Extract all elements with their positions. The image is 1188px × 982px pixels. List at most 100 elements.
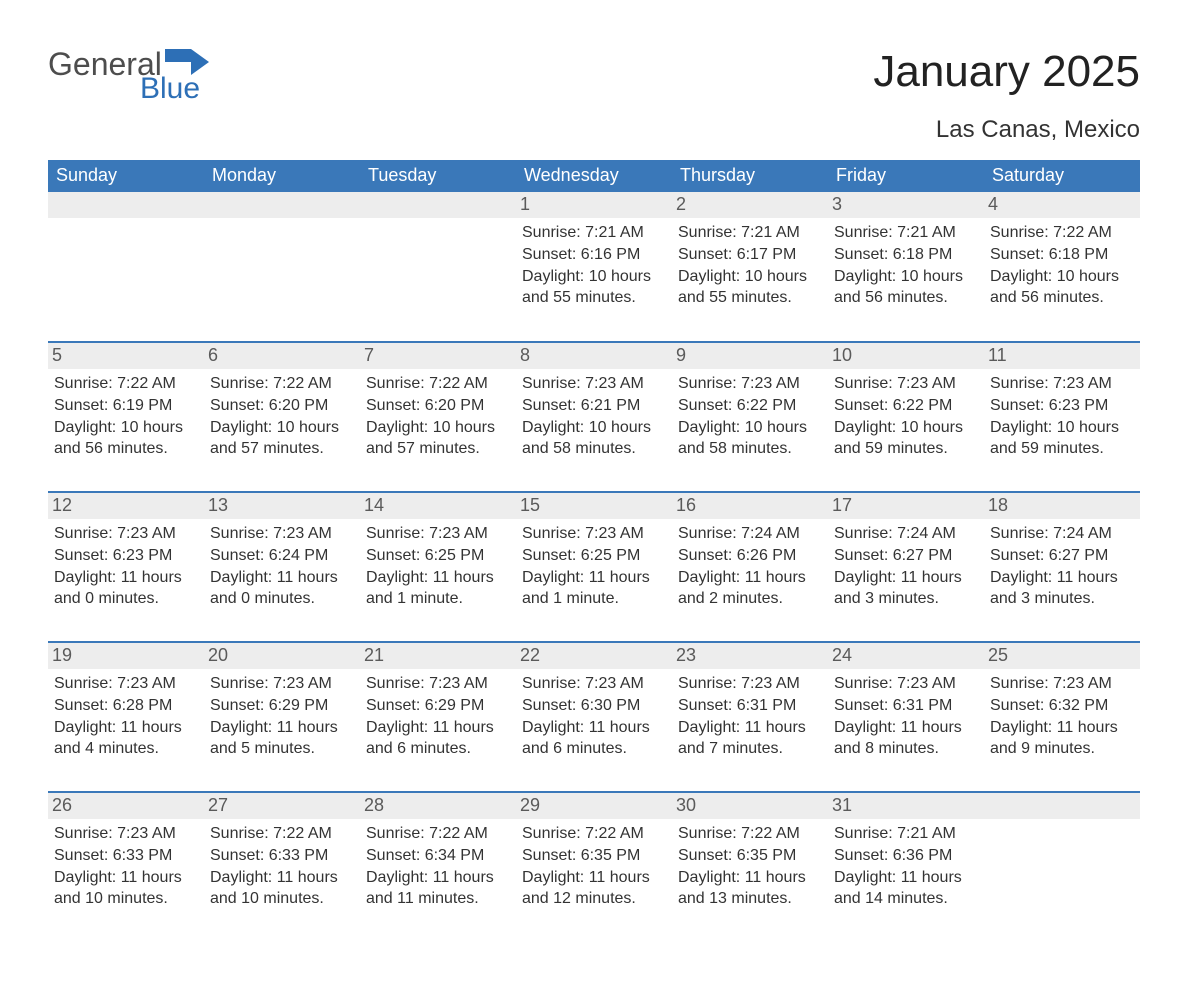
day-number [984,793,1140,819]
col-friday: Friday [828,160,984,192]
day-sunset: Sunset: 6:30 PM [522,695,666,717]
day-number: 13 [204,493,360,519]
day-number: 10 [828,343,984,369]
day-daylight2: and 55 minutes. [678,287,822,309]
day-sunset: Sunset: 6:23 PM [990,395,1134,417]
day-content: Sunrise: 7:21 AMSunset: 6:18 PMDaylight:… [832,222,980,308]
day-daylight2: and 0 minutes. [210,588,354,610]
day-sunset: Sunset: 6:36 PM [834,845,978,867]
day-sunrise: Sunrise: 7:22 AM [366,823,510,845]
day-sunrise: Sunrise: 7:23 AM [678,373,822,395]
day-number: 26 [48,793,204,819]
day-daylight2: and 14 minutes. [834,888,978,910]
day-daylight1: Daylight: 11 hours [834,567,978,589]
calendar-cell: 30 Sunrise: 7:22 AMSunset: 6:35 PMDayligh… [672,792,828,942]
calendar-cell: 3Sunrise: 7:21 AMSunset: 6:18 PMDaylight… [828,192,984,342]
day-daylight1: Daylight: 11 hours [834,717,978,739]
day-sunrise: Sunrise: 7:23 AM [366,673,510,695]
calendar-cell [48,192,204,342]
day-daylight2: and 0 minutes. [54,588,198,610]
day-daylight2: and 55 minutes. [522,287,666,309]
day-sunset: Sunset: 6:25 PM [522,545,666,567]
day-daylight1: Daylight: 11 hours [522,567,666,589]
calendar-cell: 13Sunrise: 7:23 AMSunset: 6:24 PMDayligh… [204,492,360,642]
day-content: Sunrise: 7:23 AMSunset: 6:22 PMDaylight:… [676,373,824,459]
day-daylight1: Daylight: 10 hours [522,266,666,288]
day-content: Sunrise: 7:23 AMSunset: 6:31 PMDaylight:… [676,673,824,759]
col-wednesday: Wednesday [516,160,672,192]
day-sunset: Sunset: 6:16 PM [522,244,666,266]
day-daylight2: and 57 minutes. [366,438,510,460]
calendar-table: Sunday Monday Tuesday Wednesday Thursday… [48,160,1140,942]
day-sunset: Sunset: 6:27 PM [834,545,978,567]
day-daylight1: Daylight: 10 hours [990,417,1134,439]
day-number: 27 [204,793,360,819]
day-daylight1: Daylight: 10 hours [678,266,822,288]
day-number [360,192,516,218]
day-sunrise: Sunrise: 7:23 AM [210,523,354,545]
day-number: 5 [48,343,204,369]
day-daylight2: and 10 minutes. [210,888,354,910]
day-sunrise: Sunrise: 7:23 AM [54,523,198,545]
day-content: Sunrise: 7:23 AMSunset: 6:23 PMDaylight:… [988,373,1136,459]
day-daylight2: and 5 minutes. [210,738,354,760]
day-sunrise: Sunrise: 7:21 AM [522,222,666,244]
calendar-cell: 2Sunrise: 7:21 AMSunset: 6:17 PMDaylight… [672,192,828,342]
logo: General Blue [48,48,209,104]
day-daylight2: and 3 minutes. [834,588,978,610]
day-sunset: Sunset: 6:20 PM [366,395,510,417]
day-number: 30 [672,793,828,819]
day-content: Sunrise: 7:23 AMSunset: 6:21 PMDaylight:… [520,373,668,459]
day-sunrise: Sunrise: 7:22 AM [210,823,354,845]
day-daylight1: Daylight: 11 hours [990,717,1134,739]
month-title: January 2025 [873,48,1140,96]
calendar-cell: 24Sunrise: 7:23 AMSunset: 6:31 PMDayligh… [828,642,984,792]
calendar-cell: 29Sunrise: 7:22 AMSunset: 6:35 PMDayligh… [516,792,672,942]
day-sunset: Sunset: 6:26 PM [678,545,822,567]
calendar-header: Sunday Monday Tuesday Wednesday Thursday… [48,160,1140,192]
day-daylight2: and 1 minute. [522,588,666,610]
day-sunset: Sunset: 6:17 PM [678,244,822,266]
col-saturday: Saturday [984,160,1140,192]
day-number [204,192,360,218]
day-sunset: Sunset: 6:33 PM [210,845,354,867]
calendar-cell: 21Sunrise: 7:23 AMSunset: 6:29 PMDayligh… [360,642,516,792]
day-content: Sunrise: 7:22 AMSunset: 6:35 PMDaylight:… [676,823,824,909]
day-sunset: Sunset: 6:22 PM [678,395,822,417]
day-sunrise: Sunrise: 7:23 AM [210,673,354,695]
day-daylight2: and 59 minutes. [834,438,978,460]
day-content: Sunrise: 7:21 AMSunset: 6:17 PMDaylight:… [676,222,824,308]
day-content: Sunrise: 7:22 AMSunset: 6:33 PMDaylight:… [208,823,356,909]
calendar-cell: 1Sunrise: 7:21 AMSunset: 6:16 PMDaylight… [516,192,672,342]
day-daylight2: and 3 minutes. [990,588,1134,610]
calendar-week: 12Sunrise: 7:23 AMSunset: 6:23 PMDayligh… [48,492,1140,642]
day-content: Sunrise: 7:24 AMSunset: 6:27 PMDaylight:… [832,523,980,609]
day-sunset: Sunset: 6:27 PM [990,545,1134,567]
day-number: 4 [984,192,1140,218]
day-number: 19 [48,643,204,669]
day-sunset: Sunset: 6:24 PM [210,545,354,567]
day-content: Sunrise: 7:22 AMSunset: 6:18 PMDaylight:… [988,222,1136,308]
day-daylight2: and 58 minutes. [678,438,822,460]
day-sunrise: Sunrise: 7:23 AM [54,673,198,695]
day-sunrise: Sunrise: 7:24 AM [990,523,1134,545]
day-sunset: Sunset: 6:22 PM [834,395,978,417]
day-content: Sunrise: 7:23 AMSunset: 6:25 PMDaylight:… [520,523,668,609]
day-sunrise: Sunrise: 7:23 AM [990,673,1134,695]
day-daylight1: Daylight: 10 hours [834,417,978,439]
day-daylight1: Daylight: 11 hours [678,567,822,589]
day-sunrise: Sunrise: 7:23 AM [834,673,978,695]
day-daylight1: Daylight: 11 hours [834,867,978,889]
day-daylight1: Daylight: 11 hours [678,867,822,889]
day-content: Sunrise: 7:22 AMSunset: 6:20 PMDaylight:… [364,373,512,459]
day-sunset: Sunset: 6:18 PM [990,244,1134,266]
day-daylight2: and 9 minutes. [990,738,1134,760]
day-sunrise: Sunrise: 7:22 AM [990,222,1134,244]
day-sunset: Sunset: 6:28 PM [54,695,198,717]
day-content: Sunrise: 7:23 AMSunset: 6:33 PMDaylight:… [52,823,200,909]
day-content: Sunrise: 7:24 AMSunset: 6:26 PMDaylight:… [676,523,824,609]
col-tuesday: Tuesday [360,160,516,192]
day-sunrise: Sunrise: 7:23 AM [54,823,198,845]
day-daylight2: and 10 minutes. [54,888,198,910]
day-sunset: Sunset: 6:25 PM [366,545,510,567]
